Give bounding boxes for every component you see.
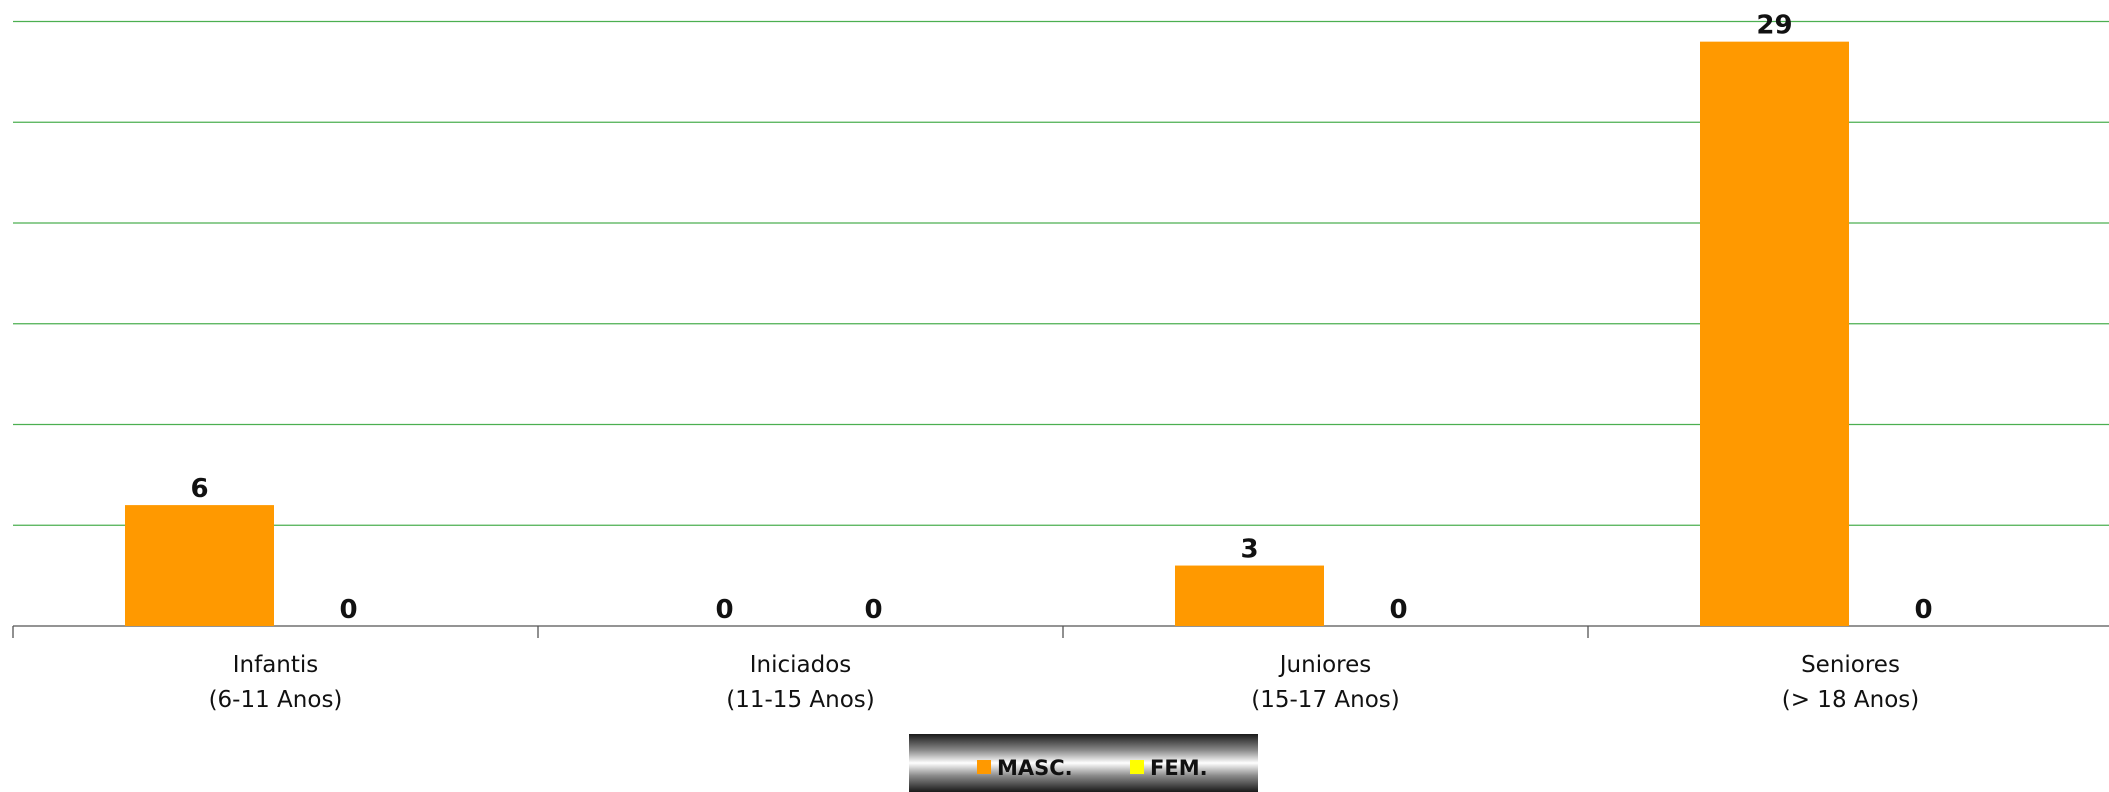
data-label: 0 bbox=[1914, 595, 1932, 625]
category-label: Infantis (6-11 Anos) bbox=[209, 652, 343, 713]
legend: MASC. FEM. bbox=[909, 734, 1258, 792]
data-label: 0 bbox=[1389, 595, 1407, 625]
data-label: 29 bbox=[1756, 11, 1792, 41]
category-label: Iniciados (11-15 Anos) bbox=[726, 652, 874, 713]
data-label: 0 bbox=[715, 595, 733, 625]
legend-label-masc: MASC. bbox=[997, 756, 1073, 780]
legend-swatch-fem bbox=[1130, 760, 1144, 774]
legend-box bbox=[909, 734, 1258, 792]
bar-masc bbox=[1175, 565, 1324, 626]
x-axis bbox=[12, 625, 2109, 638]
data-label: 6 bbox=[190, 474, 208, 504]
legend-label-fem: FEM. bbox=[1150, 756, 1208, 780]
bar-masc bbox=[1700, 41, 1849, 626]
data-labels: 6 0 3 29 0 0 0 0 bbox=[190, 11, 1932, 625]
data-label: 3 bbox=[1240, 535, 1258, 565]
data-label: 0 bbox=[864, 595, 882, 625]
legend-swatch-masc bbox=[977, 760, 991, 774]
bars bbox=[125, 41, 1849, 626]
category-labels: Infantis (6-11 Anos) Iniciados (11-15 Anos)… bbox=[209, 652, 1920, 713]
bar-masc bbox=[125, 505, 274, 626]
data-label: 0 bbox=[339, 595, 357, 625]
category-label: Seniores (> 18 Anos) bbox=[1782, 652, 1919, 713]
category-label: Juniores (15-17 Anos) bbox=[1251, 652, 1399, 713]
